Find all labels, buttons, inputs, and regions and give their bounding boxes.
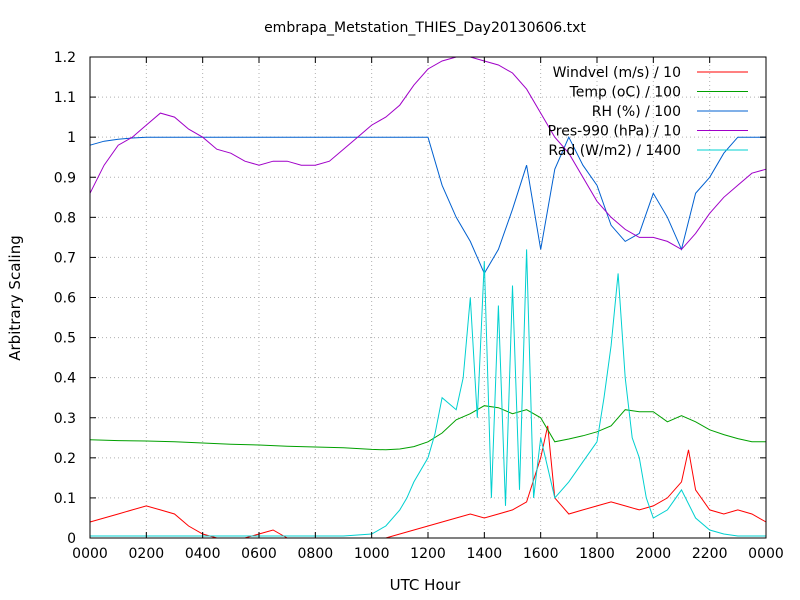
series-line bbox=[89, 136, 766, 275]
x-tick-label: 2000 bbox=[636, 546, 672, 562]
y-tick-label: 1.1 bbox=[54, 90, 76, 106]
series-lines bbox=[89, 56, 767, 539]
x-tick-label: 0800 bbox=[298, 546, 334, 562]
y-tick-label: 0.3 bbox=[54, 411, 76, 427]
y-tick-label: 0.2 bbox=[54, 451, 76, 467]
legend-label: Rad (W/m2) / 1400 bbox=[548, 143, 681, 159]
y-tick-label: 0.7 bbox=[54, 250, 76, 266]
x-tick-label: 0400 bbox=[185, 546, 221, 562]
x-tick-label: 1400 bbox=[467, 546, 503, 562]
y-tick-label: 1.2 bbox=[54, 50, 76, 66]
x-tick-label: 1000 bbox=[354, 546, 390, 562]
series-line bbox=[90, 249, 766, 537]
legend-label: Windvel (m/s) / 10 bbox=[553, 65, 681, 81]
y-tick-label: 0.4 bbox=[54, 371, 76, 387]
series-line bbox=[89, 56, 767, 251]
y-tick-label: 0 bbox=[67, 531, 76, 547]
x-tick-label: 1600 bbox=[523, 546, 559, 562]
legend: Windvel (m/s) / 10 Temp (oC) / 100 RH (%) … bbox=[548, 65, 748, 159]
x-tick-label: 1200 bbox=[410, 546, 446, 562]
y-tick-label: 0.6 bbox=[54, 291, 76, 307]
legend-label: Temp (oC) / 100 bbox=[569, 85, 681, 101]
y-axis-label: Arbitrary Scaling bbox=[6, 235, 24, 361]
legend-label: Pres-990 (hPa) / 10 bbox=[548, 124, 681, 140]
y-tick-label: 0.9 bbox=[54, 170, 76, 186]
chart-title: embrapa_Metstation_THIES_Day20130606.txt bbox=[264, 20, 586, 36]
y-tick-label: 0.1 bbox=[54, 491, 76, 507]
legend-label: RH (%) / 100 bbox=[592, 104, 681, 120]
x-tick-label: 1800 bbox=[579, 546, 615, 562]
y-tick-label: 0.8 bbox=[54, 210, 76, 226]
x-tick-label: 0200 bbox=[129, 546, 165, 562]
x-axis-label: UTC Hour bbox=[390, 576, 461, 594]
series-line bbox=[89, 405, 766, 451]
series-line bbox=[89, 425, 767, 539]
x-tick-label: 0600 bbox=[241, 546, 277, 562]
axis-ticks: 0000 0200 0400 0600 0800 1000 1200 1400 1600 1800… bbox=[54, 50, 784, 562]
x-tick-label: 2200 bbox=[692, 546, 728, 562]
y-tick-label: 0.5 bbox=[54, 331, 76, 347]
y-tick-label: 1 bbox=[67, 130, 76, 146]
x-tick-label: 0000 bbox=[72, 546, 108, 562]
x-tick-label: 0000 bbox=[748, 546, 784, 562]
